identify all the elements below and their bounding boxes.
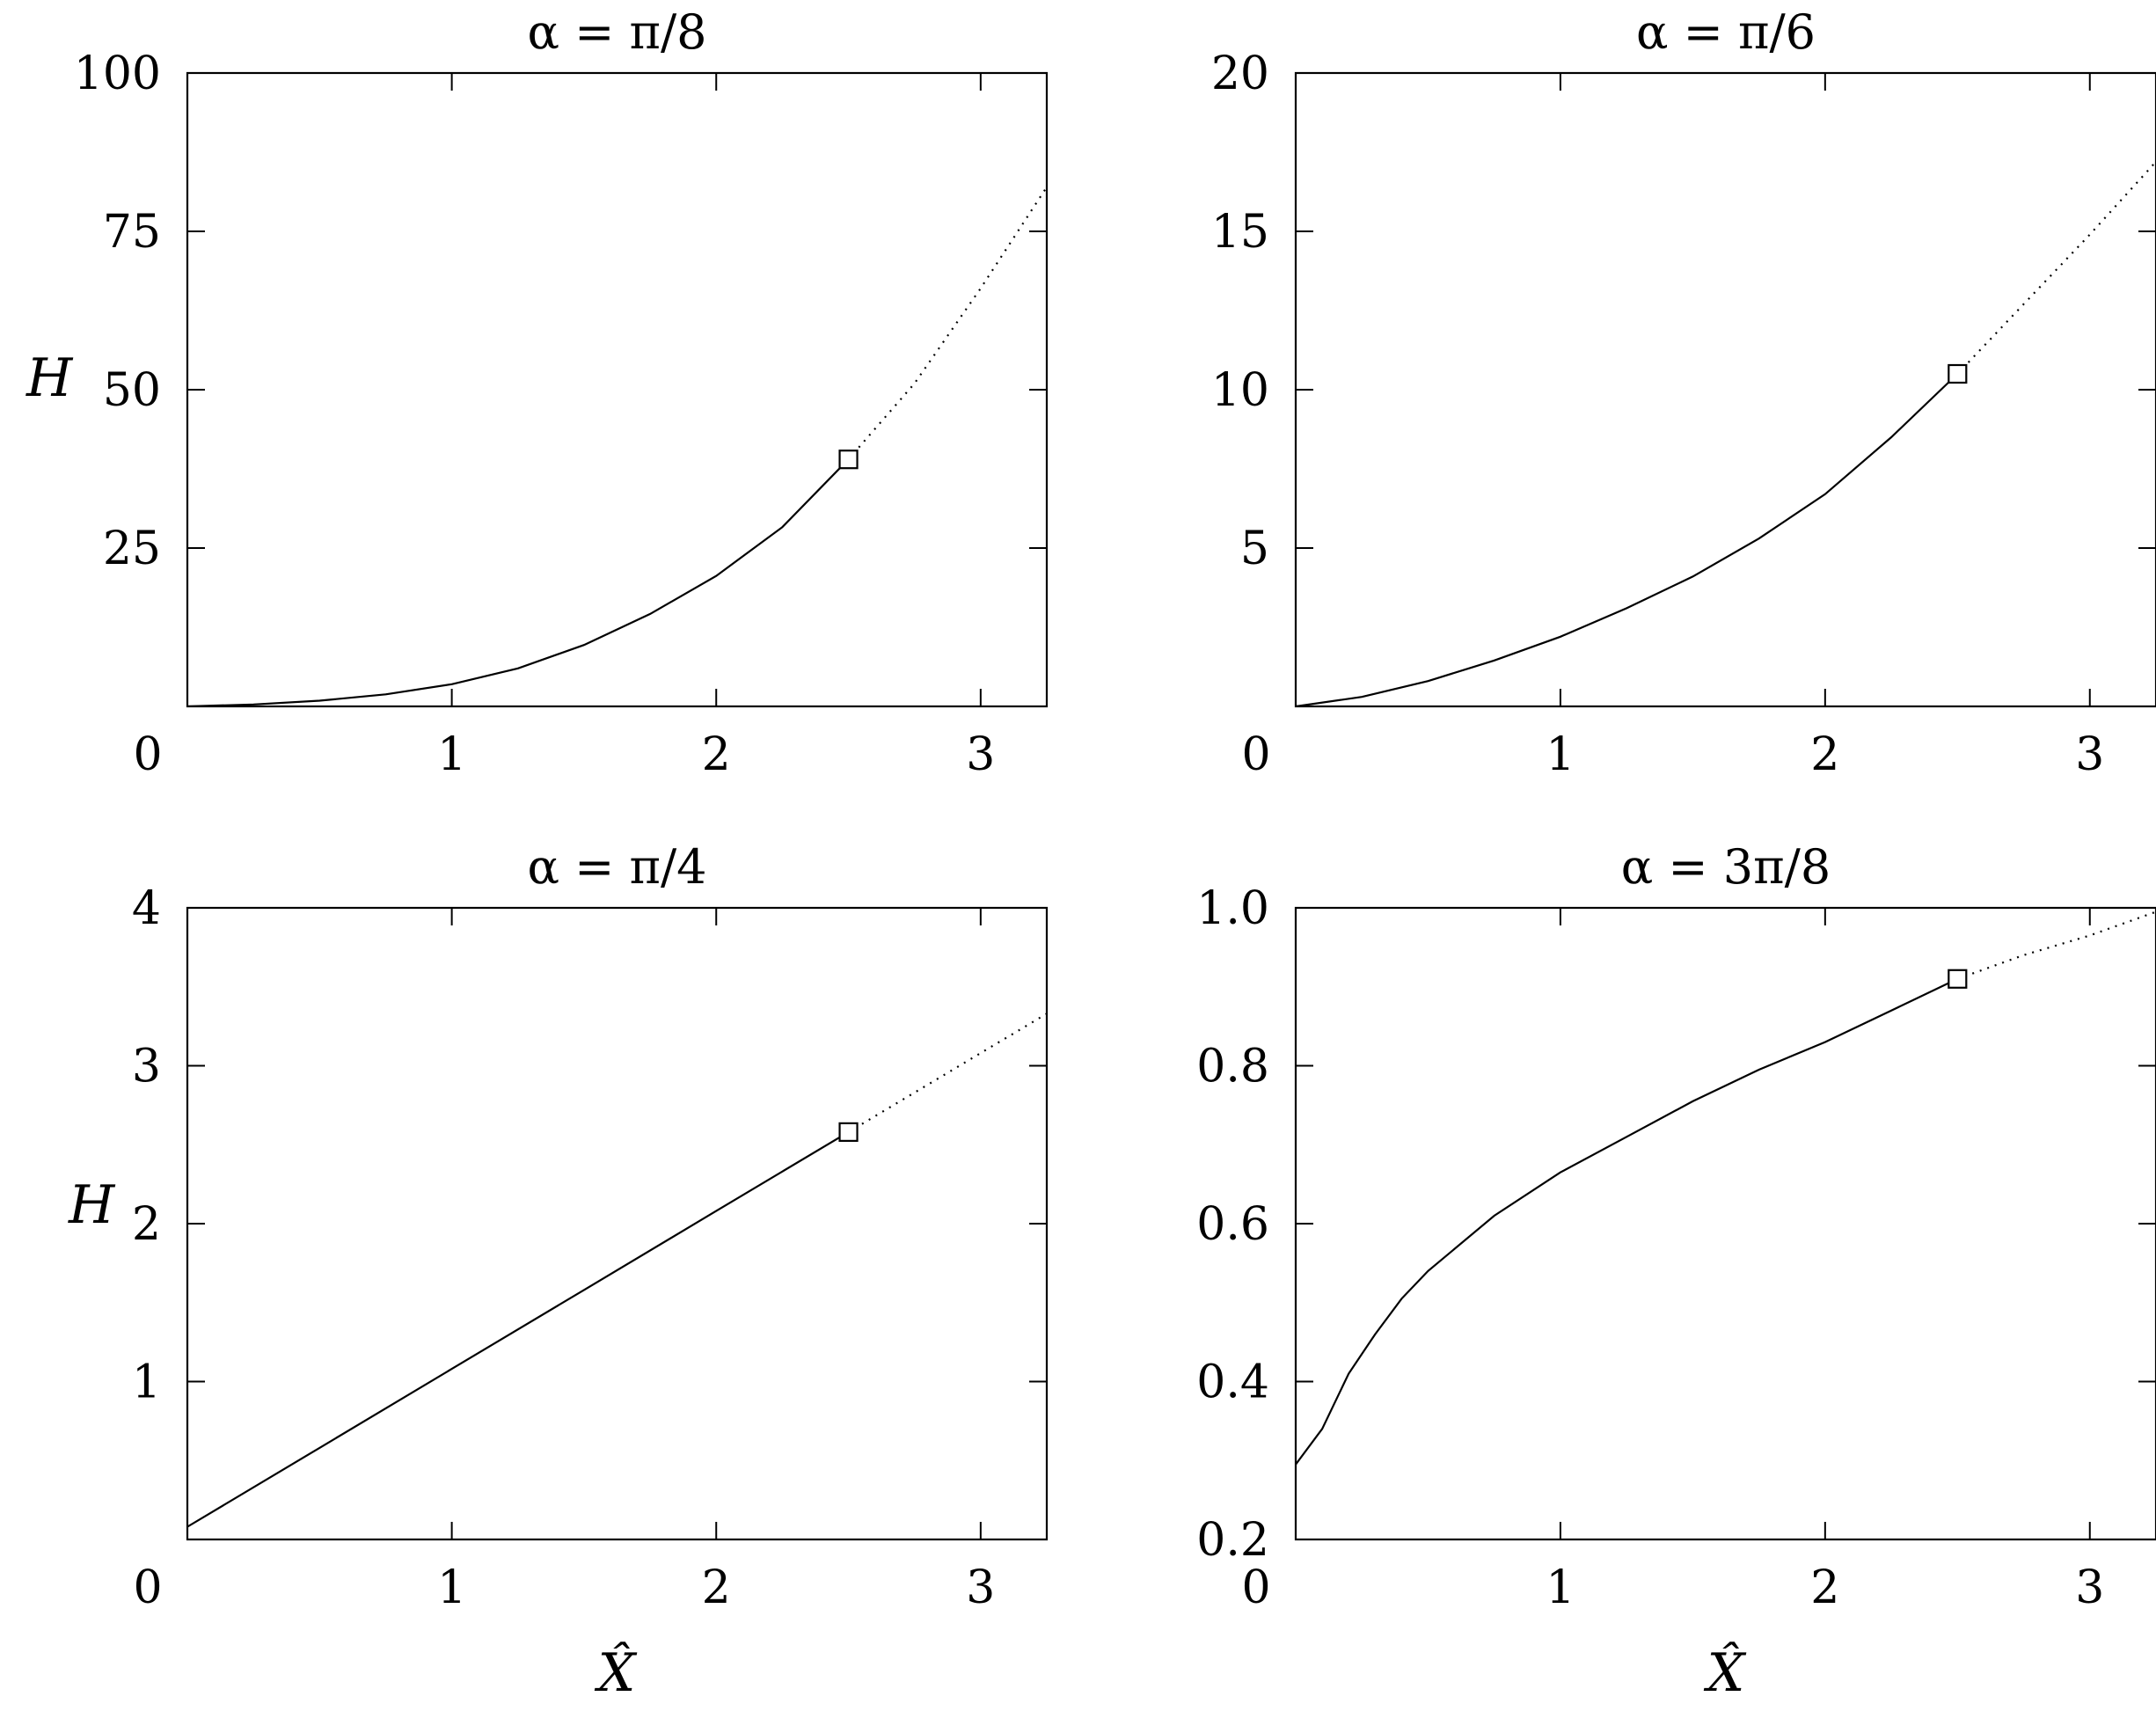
series-solid — [187, 458, 850, 706]
x-tick-label: 1 — [1546, 1561, 1575, 1614]
y-axis-label: H — [26, 347, 74, 409]
x-tick-label: 3 — [2075, 1561, 2104, 1614]
plot-frame — [186, 71, 1049, 708]
x-axis-label: X̂ — [595, 1642, 638, 1704]
series-extension-dotted — [1956, 161, 2156, 375]
y-tick-label: 25 — [103, 523, 161, 575]
y-tick-label: 0.2 — [1196, 1514, 1269, 1567]
y-tick-label: 50 — [103, 364, 161, 417]
y-tick-label: 4 — [132, 882, 161, 935]
x-tick-label: 3 — [966, 1561, 995, 1614]
square-marker — [1948, 363, 1968, 384]
series-extension-dotted — [847, 1013, 1047, 1133]
square-marker — [838, 1122, 859, 1142]
series-extension-dotted — [847, 186, 1047, 460]
y-tick-label: 20 — [1211, 48, 1269, 100]
y-tick-label: 0.8 — [1196, 1041, 1269, 1093]
y-tick-label: 0.4 — [1196, 1356, 1269, 1409]
panel-title: α = π/6 — [1636, 4, 1816, 60]
y-tick-label: 2 — [132, 1198, 161, 1251]
panel-2: α = π/6 0 1 2 3 5 10 15 20 — [1211, 4, 2156, 781]
panel-title: α = π/8 — [527, 4, 706, 60]
x-tick-label: 1 — [437, 1561, 466, 1614]
panel-3: α = π/4 0 1 2 3 1 2 3 4 H X̂ — [68, 839, 1049, 1704]
panel-4: α = 3π/8 0 1 2 3 0.2 0.4 0.6 0.8 1.0 X̂ — [1196, 839, 2156, 1704]
x-tick-label: 0 — [1241, 1561, 1270, 1614]
x-tick-label: 0 — [133, 1561, 162, 1614]
y-tick-label: 10 — [1211, 364, 1269, 417]
x-tick-label: 1 — [1546, 728, 1575, 781]
x-tick-label: 1 — [437, 728, 466, 781]
plot-frame — [1294, 906, 2156, 1541]
series-extension-dotted — [1956, 910, 2156, 980]
series-solid — [187, 1130, 850, 1528]
square-marker — [838, 450, 859, 470]
plot-frame — [1294, 71, 2156, 708]
x-axis-label: X̂ — [1704, 1642, 1747, 1704]
x-tick-label: 2 — [702, 1561, 731, 1614]
y-tick-label: 1 — [132, 1356, 161, 1409]
y-axis-label: H — [68, 1174, 116, 1236]
series-solid — [1296, 977, 1958, 1466]
x-tick-label: 3 — [2075, 728, 2104, 781]
x-tick-label: 2 — [1810, 728, 1839, 781]
series-solid — [1296, 373, 1959, 706]
y-tick-label: 100 — [74, 48, 161, 100]
y-tick-label: 75 — [103, 206, 161, 259]
x-tick-label: 2 — [1810, 1561, 1839, 1614]
x-tick-label: 3 — [966, 728, 995, 781]
y-tick-label: 1.0 — [1196, 882, 1269, 935]
plot-frame — [186, 906, 1049, 1541]
y-tick-label: 3 — [132, 1041, 161, 1093]
panel-title: α = π/4 — [527, 839, 706, 895]
x-tick-label: 0 — [133, 728, 162, 781]
x-tick-label: 0 — [1241, 728, 1270, 781]
y-tick-label: 15 — [1211, 206, 1269, 259]
y-tick-label: 0.6 — [1196, 1198, 1269, 1251]
panel-title: α = 3π/8 — [1621, 839, 1831, 895]
square-marker — [1948, 969, 1968, 989]
x-tick-label: 2 — [702, 728, 731, 781]
panel-1: α = π/8 0 1 2 3 25 50 75 100 H — [26, 4, 1049, 781]
y-tick-label: 5 — [1240, 523, 1269, 575]
